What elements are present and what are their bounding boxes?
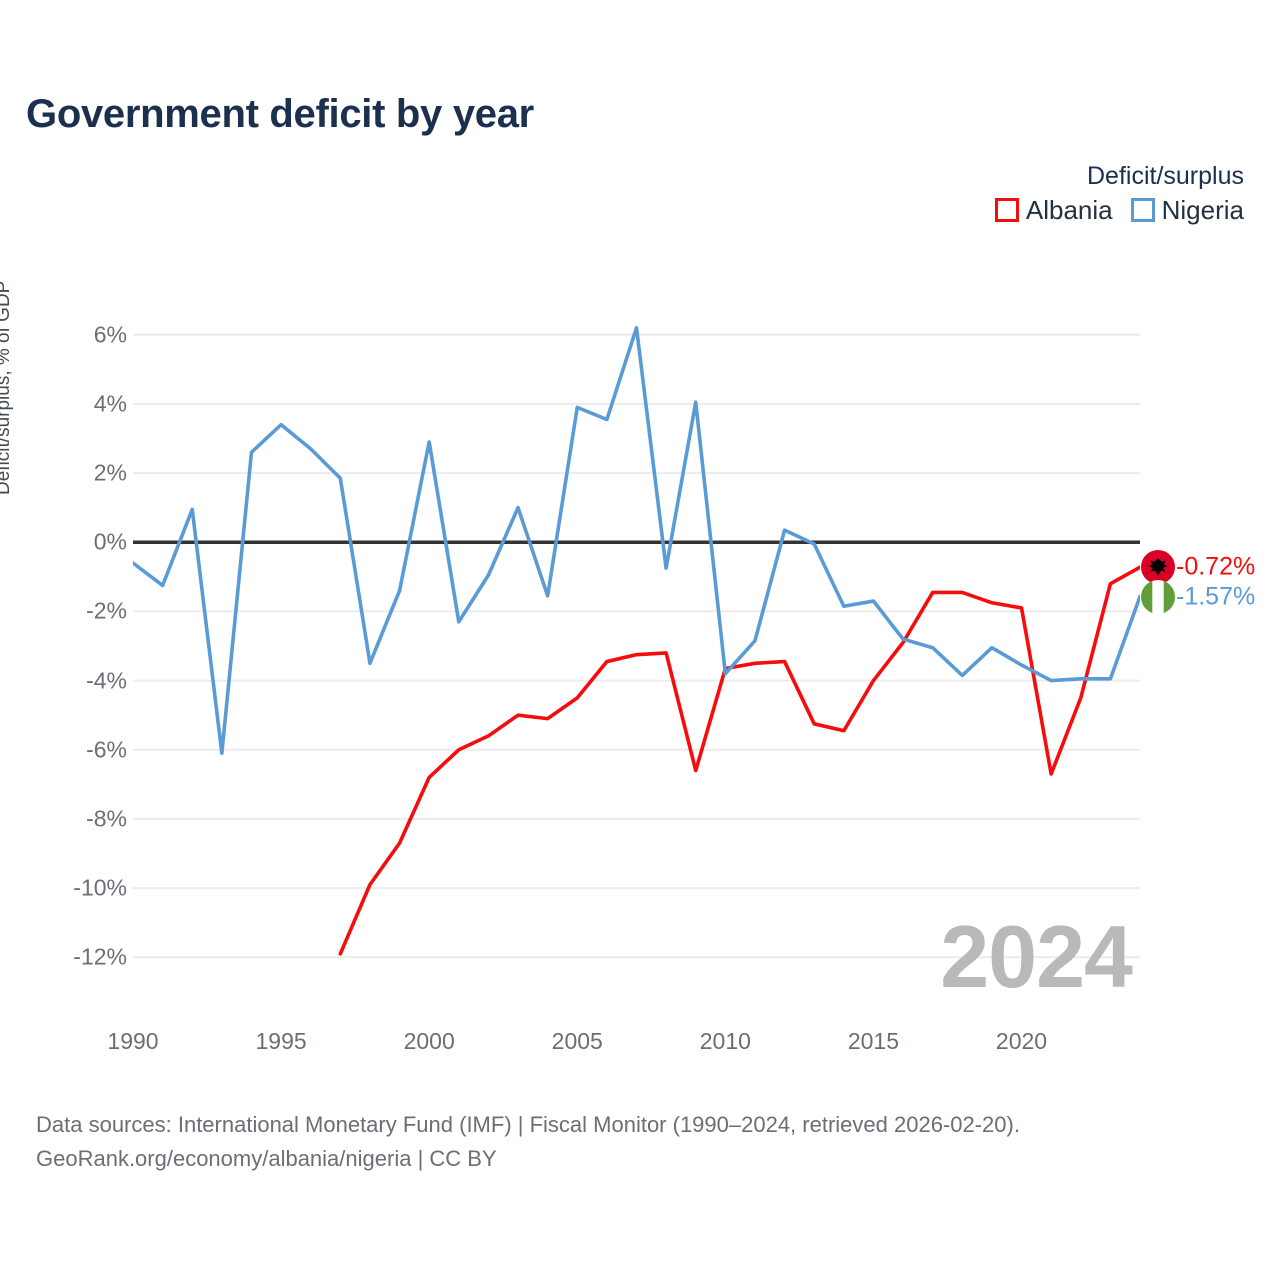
series-lines [133, 326, 1140, 956]
end-value-label-albania: -0.72% [1176, 552, 1256, 581]
x-tick-label: 2000 [403, 1028, 455, 1054]
legend-label-albania: Albania [1025, 194, 1113, 225]
y-tick-label: 4% [93, 390, 127, 417]
y-tick-label: -4% [86, 667, 127, 694]
albania-flag-icon [1141, 550, 1175, 585]
legend-items: Albania Nigeria [994, 194, 1244, 225]
x-tick-label: 1995 [255, 1028, 307, 1054]
legend-label-nigeria: Nigeria [1161, 194, 1244, 225]
y-tick-label: 0% [93, 528, 127, 555]
series-line-nigeria [133, 326, 1140, 756]
y-tick-label: -2% [86, 597, 127, 624]
x-tick-label: 2005 [551, 1028, 603, 1054]
footer-line-url[interactable]: GeoRank.org/economy/albania/nigeria | CC… [36, 1146, 497, 1172]
end-value-label-nigeria: -1.57% [1176, 582, 1256, 611]
y-tick-label: -6% [86, 736, 127, 763]
footer-line-sources: Data sources: International Monetary Fun… [36, 1112, 1020, 1137]
x-tick-label: 2015 [847, 1028, 900, 1054]
legend-item-albania[interactable]: Albania [994, 194, 1113, 225]
y-tick-label: 6% [93, 321, 127, 348]
y-tick-label: -8% [86, 805, 127, 832]
legend-item-nigeria[interactable]: Nigeria [1130, 194, 1244, 225]
series-line-albania [338, 565, 1140, 956]
x-tick-label: 2010 [699, 1028, 751, 1054]
plot-area [133, 314, 1140, 978]
x-tick-label: 2020 [995, 1028, 1048, 1054]
y-tick-label: -10% [73, 874, 127, 901]
gridlines [133, 333, 1140, 959]
y-axis-title: Deficit/surplus, % of GDP [0, 280, 14, 495]
plot-svg [133, 326, 1140, 959]
y-tick-label: -12% [73, 943, 127, 970]
page-title: Government deficit by year [26, 92, 534, 136]
legend-swatch-nigeria [1130, 197, 1155, 222]
legend-title: Deficit/surplus [1087, 162, 1244, 190]
y-tick-label: 2% [93, 459, 127, 486]
x-tick-label: 1990 [107, 1028, 159, 1054]
footer-attribution: Data sources: International Monetary Fun… [36, 1108, 1020, 1176]
legend-swatch-albania [994, 197, 1019, 222]
chart-legend: Deficit/surplus Albania Nigeria [994, 162, 1244, 225]
year-watermark: 2024 [940, 907, 1133, 1006]
nigeria-flag-icon [1141, 579, 1175, 614]
